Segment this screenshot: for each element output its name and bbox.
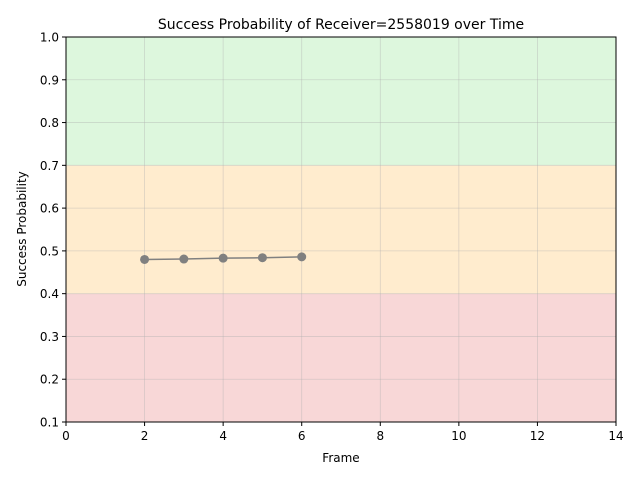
probability-band-1	[66, 165, 616, 294]
axes	[65, 36, 617, 423]
y-tick-label-2: 0.3	[40, 330, 59, 344]
y-tick-label-4: 0.5	[40, 244, 59, 258]
y-tick-label-0: 0.1	[40, 416, 59, 430]
x-tick-label-0: 0	[62, 429, 70, 443]
y-tick-label-1: 0.2	[40, 373, 59, 387]
chart-title: Success Probability of Receiver=2558019 …	[158, 17, 524, 33]
data-point-0	[140, 254, 150, 264]
x-tick-label-3: 6	[298, 429, 306, 443]
x-tick-label-6: 12	[530, 429, 545, 443]
x-tick-label-5: 10	[451, 429, 466, 443]
probability-bands	[66, 37, 616, 422]
probability-band-0	[66, 293, 616, 422]
x-tick-label-4: 8	[376, 429, 384, 443]
x-axis-label: Frame	[322, 451, 359, 465]
y-tick-label-9: 1.0	[40, 31, 59, 45]
y-tick-label-3: 0.4	[40, 287, 59, 301]
data-point-2	[218, 253, 228, 263]
x-tick-label-7: 14	[608, 429, 623, 443]
y-tick-label-7: 0.8	[40, 116, 59, 130]
data-point-3	[257, 253, 267, 263]
y-tick-label-6: 0.7	[40, 159, 59, 173]
series-layer	[140, 252, 307, 264]
plot-frame	[65, 36, 617, 423]
y-axis-label: Success Probability	[15, 171, 29, 287]
data-point-4	[297, 252, 307, 262]
y-tick-label-5: 0.6	[40, 202, 59, 216]
x-tick-label-2: 4	[219, 429, 227, 443]
data-point-1	[179, 254, 189, 264]
y-tick-label-8: 0.9	[40, 73, 59, 87]
tick-labels: 0 2 4 6 8 10 12 14 0.1 0.2 0.3 0.4 0.5 0.6 0.7 0.8 0.9 1.…	[40, 31, 624, 444]
probability-band-2	[66, 37, 616, 166]
x-tick-label-1: 2	[141, 429, 149, 443]
